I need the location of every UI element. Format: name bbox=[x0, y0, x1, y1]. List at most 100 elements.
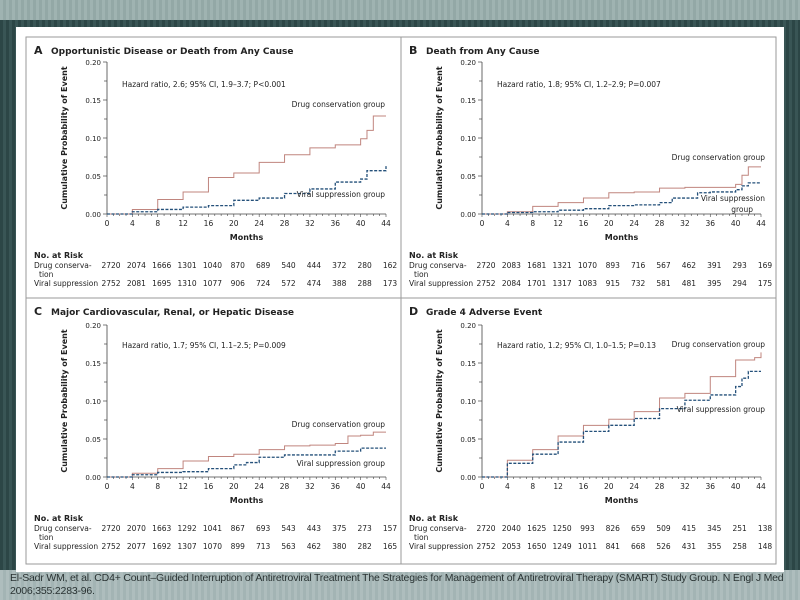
y-tick-label: 0.05 bbox=[85, 436, 101, 444]
risk-cell-drug: 391 bbox=[707, 261, 722, 270]
risk-cell-drug: 1070 bbox=[578, 261, 597, 270]
x-tick-label: 12 bbox=[553, 219, 563, 228]
panel-letter: A bbox=[34, 44, 43, 57]
risk-cell-drug: 2070 bbox=[127, 524, 146, 533]
series-label-viral-suppression-line2: group bbox=[731, 205, 753, 214]
x-tick-label: 44 bbox=[381, 219, 391, 228]
x-tick-label: 24 bbox=[629, 482, 639, 491]
risk-cell-drug: 162 bbox=[383, 261, 398, 270]
risk-cell-drug: 462 bbox=[682, 261, 697, 270]
y-tick-label: 0.00 bbox=[460, 474, 476, 482]
y-tick-label: 0.20 bbox=[460, 322, 476, 330]
risk-row-label-drug-cont: tion bbox=[39, 533, 54, 542]
risk-cell-viral: 668 bbox=[631, 542, 646, 551]
x-tick-label: 0 bbox=[105, 219, 110, 228]
risk-cell-drug: 893 bbox=[606, 261, 621, 270]
x-tick-label: 24 bbox=[629, 219, 639, 228]
risk-cell-viral: 258 bbox=[732, 542, 747, 551]
figure-caption: El-Sadr WM, et al. CD4+ Count–Guided Int… bbox=[10, 572, 784, 597]
x-tick-label: 20 bbox=[229, 482, 239, 491]
x-tick-label: 0 bbox=[480, 219, 485, 228]
risk-cell-drug: 251 bbox=[732, 524, 747, 533]
risk-cell-viral: 1011 bbox=[578, 542, 597, 551]
y-tick-label: 0.05 bbox=[460, 436, 476, 444]
risk-cell-drug: 1301 bbox=[178, 261, 197, 270]
y-tick-label: 0.15 bbox=[460, 360, 476, 368]
risk-cell-viral: 713 bbox=[256, 542, 271, 551]
panel-b: B Death from Any Cause Cumulative Probabil… bbox=[409, 44, 772, 288]
x-tick-label: 44 bbox=[756, 482, 766, 491]
risk-cell-drug: 543 bbox=[281, 524, 296, 533]
y-tick-label: 0.10 bbox=[85, 398, 101, 406]
risk-cell-viral: 288 bbox=[357, 279, 372, 288]
risk-cell-drug: 2720 bbox=[101, 261, 120, 270]
risk-cell-viral: 2752 bbox=[101, 279, 120, 288]
x-tick-label: 16 bbox=[579, 219, 589, 228]
viral-suppression-curve bbox=[482, 182, 761, 215]
risk-cell-viral: 481 bbox=[682, 279, 697, 288]
risk-cell-viral: 2752 bbox=[476, 279, 495, 288]
series-label-drug-conservation: Drug conservation group bbox=[672, 340, 766, 349]
x-tick-label: 32 bbox=[305, 219, 315, 228]
y-axis-label: Cumulative Probability of Event bbox=[435, 329, 444, 473]
risk-cell-viral: 1695 bbox=[152, 279, 171, 288]
risk-row-label-drug-cont: tion bbox=[414, 270, 429, 279]
x-tick-label: 8 bbox=[155, 219, 160, 228]
risk-cell-drug: 345 bbox=[707, 524, 722, 533]
risk-cell-drug: 375 bbox=[332, 524, 347, 533]
x-tick-label: 40 bbox=[356, 219, 366, 228]
risk-cell-viral: 474 bbox=[307, 279, 322, 288]
risk-cell-viral: 1692 bbox=[152, 542, 171, 551]
risk-cell-drug: 540 bbox=[281, 261, 296, 270]
panel-title: Opportunistic Disease or Death from Any … bbox=[51, 47, 293, 57]
x-tick-label: 36 bbox=[330, 482, 340, 491]
x-tick-label: 36 bbox=[330, 219, 340, 228]
x-tick-label: 8 bbox=[530, 482, 535, 491]
risk-cell-drug: 689 bbox=[256, 261, 271, 270]
x-tick-label: 4 bbox=[505, 482, 510, 491]
figure-card bbox=[16, 27, 784, 572]
x-tick-label: 24 bbox=[254, 219, 264, 228]
risk-cell-viral: 1077 bbox=[203, 279, 222, 288]
x-tick-label: 0 bbox=[480, 482, 485, 491]
y-tick-label: 0.05 bbox=[460, 173, 476, 181]
risk-row-label-drug: Drug conserva- bbox=[34, 261, 92, 270]
risk-cell-viral: 841 bbox=[606, 542, 621, 551]
risk-row-label-viral: Viral suppression bbox=[34, 542, 98, 551]
risk-cell-viral: 526 bbox=[656, 542, 671, 551]
risk-cell-drug: 2720 bbox=[476, 524, 495, 533]
risk-cell-viral: 1701 bbox=[527, 279, 546, 288]
y-axis-label: Cumulative Probability of Event bbox=[435, 66, 444, 210]
series-label-viral-suppression: Viral suppression bbox=[701, 194, 765, 203]
viral-suppression-curve bbox=[482, 370, 761, 478]
risk-table-heading: No. at Risk bbox=[34, 514, 84, 523]
risk-cell-drug: 444 bbox=[307, 261, 322, 270]
x-tick-label: 28 bbox=[655, 219, 665, 228]
series-label-drug-conservation: Drug conservation group bbox=[292, 420, 386, 429]
x-axis-label: Months bbox=[230, 496, 264, 505]
risk-cell-viral: 175 bbox=[758, 279, 773, 288]
x-tick-label: 24 bbox=[254, 482, 264, 491]
x-tick-label: 32 bbox=[305, 482, 315, 491]
x-tick-label: 44 bbox=[756, 219, 766, 228]
risk-cell-drug: 415 bbox=[682, 524, 697, 533]
risk-cell-drug: 157 bbox=[383, 524, 398, 533]
risk-cell-viral: 2752 bbox=[101, 542, 120, 551]
risk-cell-drug: 2720 bbox=[101, 524, 120, 533]
y-tick-label: 0.20 bbox=[85, 322, 101, 330]
x-tick-label: 36 bbox=[705, 482, 715, 491]
x-tick-label: 16 bbox=[204, 482, 214, 491]
y-tick-label: 0.00 bbox=[85, 211, 101, 219]
y-tick-label: 0.15 bbox=[460, 97, 476, 105]
hazard-ratio-text: Hazard ratio, 1.2; 95% CI, 1.0–1.5; P=0.… bbox=[497, 341, 656, 350]
y-tick-label: 0.10 bbox=[85, 135, 101, 143]
x-tick-label: 40 bbox=[356, 482, 366, 491]
x-tick-label: 16 bbox=[579, 482, 589, 491]
risk-cell-viral: 355 bbox=[707, 542, 722, 551]
risk-cell-viral: 581 bbox=[656, 279, 671, 288]
risk-cell-drug: 169 bbox=[758, 261, 773, 270]
risk-row-label-viral: Viral suppression bbox=[34, 279, 98, 288]
y-tick-label: 0.10 bbox=[460, 135, 476, 143]
risk-cell-viral: 899 bbox=[231, 542, 246, 551]
